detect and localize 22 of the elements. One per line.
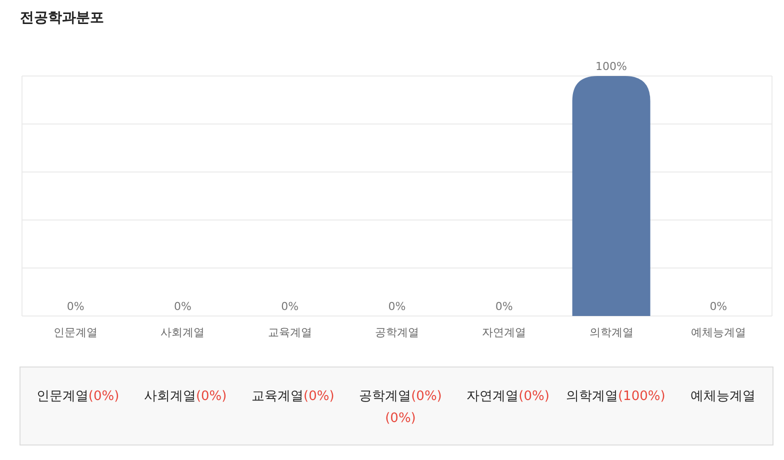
data-label: 100% [596, 60, 628, 73]
data-label: 0% [388, 300, 406, 313]
text: 의학계열(100%) [566, 389, 666, 404]
x-tick-label: 공학계열 [375, 326, 419, 339]
text: 자연계열(0%) [466, 389, 550, 404]
text: 인문계열(0%) [36, 389, 120, 404]
text: 예체능계열 [690, 389, 756, 404]
x-tick-label: 인문계열 [54, 326, 98, 339]
data-label: 0% [281, 300, 299, 313]
data-label: 0% [66, 300, 84, 313]
text: 공학계열(0%)(0%) [359, 389, 442, 426]
chart-title: 전공학과분포 [20, 10, 104, 26]
x-tick-label: 교육계열 [268, 326, 312, 339]
x-tick-label: 의학계열 [589, 326, 634, 339]
data-label: 0% [174, 300, 192, 313]
x-tick-label: 자연계열 [482, 326, 526, 339]
x-tick-label: 예체능계열 [690, 326, 746, 339]
data-label: 0% [495, 300, 513, 313]
x-tick-label: 사회계열 [160, 326, 205, 339]
data-label: 0% [710, 300, 728, 313]
text: 사회계열(0%) [144, 389, 227, 404]
text: 교육계열(0%) [252, 389, 334, 404]
